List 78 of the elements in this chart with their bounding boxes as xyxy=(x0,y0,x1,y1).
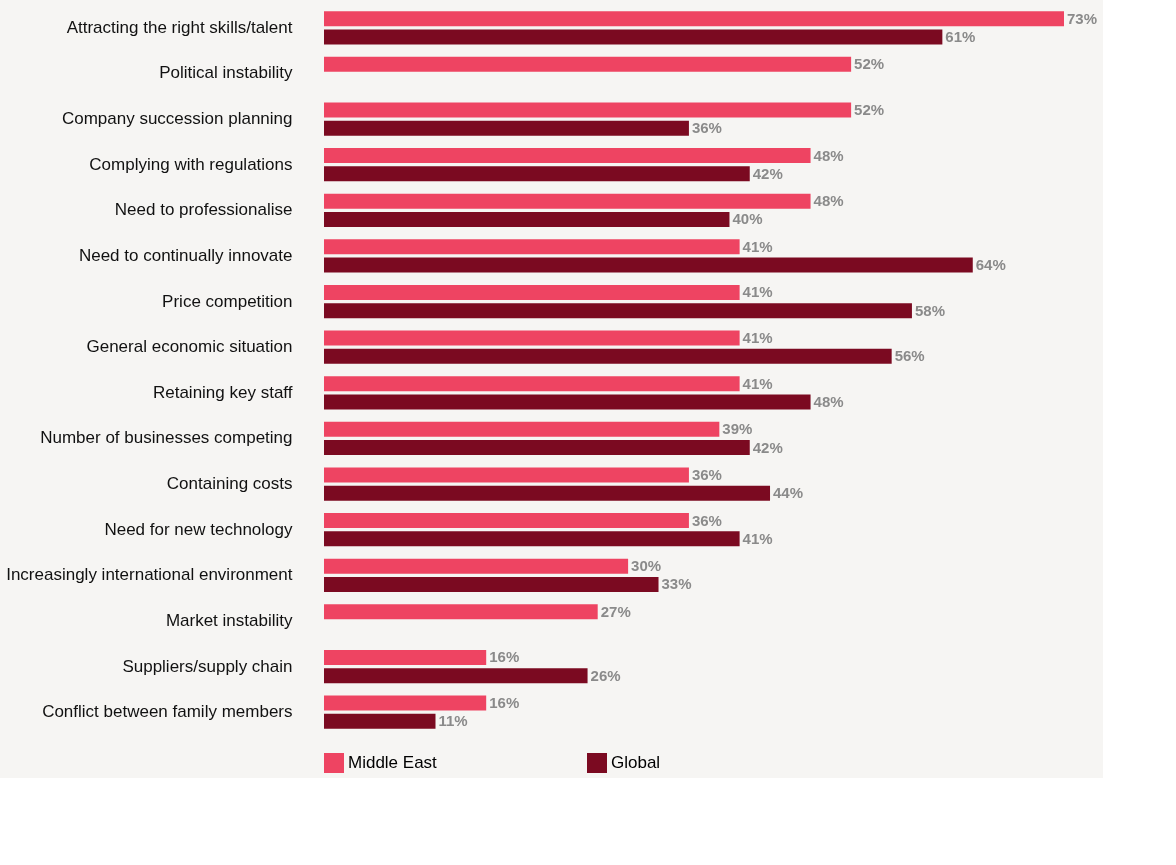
bar xyxy=(324,467,689,483)
bar xyxy=(324,166,750,182)
bar xyxy=(324,558,629,574)
bar xyxy=(324,421,720,437)
data-label: 48% xyxy=(813,392,844,410)
data-label: 26% xyxy=(590,666,621,684)
data-label: 36% xyxy=(691,511,722,529)
y-tick-label: Containing costs xyxy=(166,474,293,494)
data-label: 73% xyxy=(1067,9,1098,27)
data-label: 11% xyxy=(438,712,468,730)
data-label: 42% xyxy=(752,438,783,456)
data-label: 52% xyxy=(854,100,885,118)
bar xyxy=(324,485,771,501)
legend-label: Middle East xyxy=(348,753,438,772)
bar xyxy=(324,531,740,547)
bar xyxy=(324,11,1064,27)
data-label: 48% xyxy=(813,146,844,164)
y-tick-label: Retaining key staff xyxy=(152,382,293,402)
data-label: 64% xyxy=(975,256,1006,274)
data-label: 41% xyxy=(742,529,773,547)
bar xyxy=(324,284,740,300)
bar xyxy=(324,440,750,456)
y-tick-label: Need to professionalise xyxy=(114,200,293,220)
data-label: 36% xyxy=(691,465,722,483)
bar xyxy=(324,576,659,592)
y-tick-label: Price competition xyxy=(162,291,293,311)
bar xyxy=(324,56,852,72)
data-label: 41% xyxy=(742,237,773,255)
bar xyxy=(324,148,811,164)
bar xyxy=(324,394,811,410)
bar xyxy=(324,257,973,273)
bar xyxy=(324,303,912,319)
y-tick-label: Market instability xyxy=(165,610,293,630)
bar xyxy=(324,649,487,665)
data-label: 16% xyxy=(489,694,520,712)
bar xyxy=(324,376,740,392)
data-label: 56% xyxy=(894,347,925,365)
y-tick-label: Increasingly international environment xyxy=(6,565,293,585)
y-tick-label: Suppliers/supply chain xyxy=(122,656,293,676)
data-label: 48% xyxy=(813,192,844,210)
legend-label: Global xyxy=(611,753,661,772)
data-label: 40% xyxy=(732,210,763,228)
y-tick-label: Need to continually innovate xyxy=(78,245,293,265)
data-label: 39% xyxy=(722,420,753,438)
data-label: 41% xyxy=(742,283,773,301)
bar xyxy=(324,239,740,255)
y-tick-label: Political instability xyxy=(159,63,293,83)
y-tick-label: Need for new technology xyxy=(104,519,293,539)
data-label: 58% xyxy=(914,301,945,319)
data-label: 33% xyxy=(661,575,692,593)
bar xyxy=(324,668,588,684)
bar xyxy=(324,695,487,711)
y-tick-label: General economic situation xyxy=(86,337,293,357)
y-tick-label: Complying with regulations xyxy=(89,154,293,174)
bar xyxy=(324,713,436,729)
y-tick-label: Number of businesses competing xyxy=(40,428,293,448)
data-label: 41% xyxy=(742,374,773,392)
y-tick-label: Attracting the right skills/talent xyxy=(66,17,293,37)
y-tick-label: Conflict between family members xyxy=(42,702,293,722)
bar xyxy=(324,604,598,620)
y-tick-label: Company succession planning xyxy=(61,109,293,129)
bar xyxy=(324,348,892,364)
data-label: 42% xyxy=(752,164,783,182)
data-label: 52% xyxy=(854,55,885,73)
bar xyxy=(324,330,740,346)
data-label: 61% xyxy=(945,27,976,45)
bar xyxy=(324,120,689,136)
bar xyxy=(324,513,689,529)
bar xyxy=(324,211,730,227)
bar xyxy=(324,29,943,45)
data-label: 44% xyxy=(773,484,804,502)
data-label: 41% xyxy=(742,329,773,347)
bar xyxy=(324,193,811,209)
data-label: 36% xyxy=(691,119,722,137)
bar xyxy=(324,102,852,118)
data-label: 16% xyxy=(489,648,520,666)
data-label: 27% xyxy=(600,602,631,620)
data-label: 30% xyxy=(631,557,662,575)
